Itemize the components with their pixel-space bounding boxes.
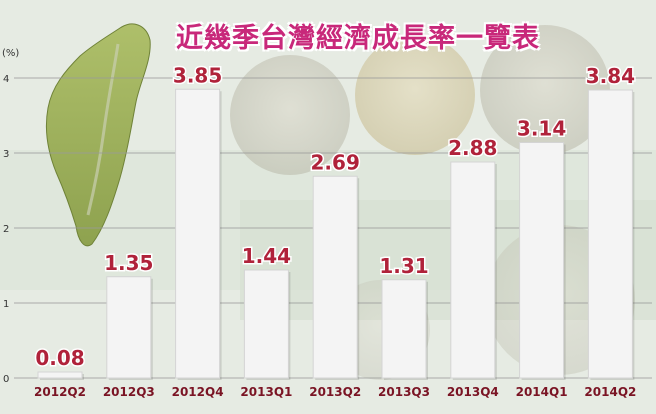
chart-title: 近幾季台灣經濟成長率一覽表: [176, 23, 540, 54]
x-category-label: 2012Q3: [103, 385, 155, 399]
x-category-label: 2012Q4: [172, 385, 224, 399]
bar: [381, 279, 427, 379]
y-axis-unit: (%): [2, 48, 20, 59]
bar: [175, 88, 221, 379]
value-label: 3.84: [586, 64, 635, 88]
bar: [519, 142, 565, 379]
value-label: 2.69: [311, 150, 360, 174]
bar: [587, 89, 633, 379]
value-label: 3.85: [173, 63, 222, 87]
bar: [37, 371, 83, 379]
bar: [243, 269, 289, 379]
y-tick-label: 1: [3, 299, 9, 310]
x-category-label: 2013Q4: [447, 385, 499, 399]
value-label: 1.44: [242, 244, 291, 268]
value-label: 0.08: [35, 346, 84, 370]
y-tick-label: 2: [3, 224, 9, 235]
value-label: 1.31: [379, 254, 428, 278]
x-category-label: 2013Q3: [378, 385, 430, 399]
bar: [450, 161, 496, 379]
y-tick-label: 4: [3, 74, 9, 85]
taiwan-map-icon: [45, 23, 151, 247]
bar: [106, 276, 152, 379]
x-category-label: 2014Q1: [516, 385, 568, 399]
bar: [312, 175, 358, 379]
y-tick-label: 0: [3, 374, 9, 385]
value-label: 3.14: [517, 117, 566, 141]
x-category-label: 2013Q1: [240, 385, 292, 399]
value-label: 2.88: [448, 136, 497, 160]
value-label: 1.35: [104, 251, 153, 275]
x-category-label: 2012Q2: [34, 385, 86, 399]
x-category-label: 2014Q2: [584, 385, 636, 399]
x-category-label: 2013Q2: [309, 385, 361, 399]
y-tick-label: 3: [3, 149, 9, 160]
